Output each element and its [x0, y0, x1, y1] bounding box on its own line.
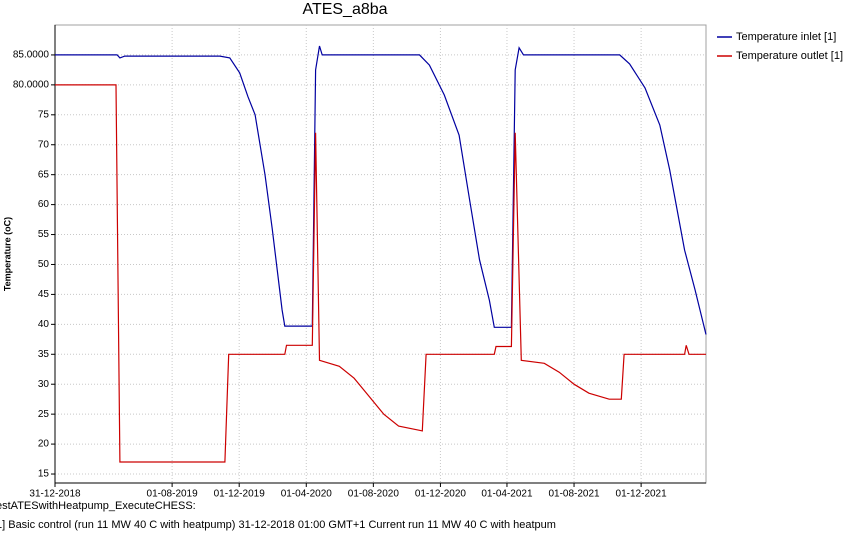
x-tick-label: 01-08-2020: [348, 489, 400, 500]
x-tick-label: 31-12-2018: [29, 489, 81, 500]
x-tick-label: 01-04-2021: [481, 489, 533, 500]
y-tick-label: 35: [38, 349, 50, 360]
y-tick-label: 80.0000: [13, 80, 50, 91]
y-tick-label: 55: [38, 229, 50, 240]
y-tick-label: 25: [38, 409, 50, 420]
y-tick-label: 50: [38, 259, 50, 270]
legend-label: Temperature outlet [1]: [736, 50, 843, 62]
x-tick-label: 01-04-2020: [281, 489, 333, 500]
y-tick-label: 30: [38, 379, 50, 390]
footer-line: 1] Basic control (run 11 MW 40 C with he…: [0, 519, 556, 531]
y-tick-label: 75: [38, 109, 50, 120]
y-tick-label: 20: [38, 439, 50, 450]
x-tick-label: 01-12-2021: [616, 489, 668, 500]
y-tick-label: 65: [38, 169, 50, 180]
y-tick-label: 15: [38, 469, 50, 480]
legend-label: Temperature inlet [1]: [736, 31, 836, 43]
x-tick-label: 01-12-2020: [415, 489, 467, 500]
y-axis-label: Temperature (oC): [2, 217, 12, 291]
data-line: [55, 45, 707, 335]
x-tick-label: 01-08-2019: [147, 489, 199, 500]
y-tick-label: 45: [38, 289, 50, 300]
y-tick-label: 60: [38, 199, 50, 210]
data-line: [55, 84, 706, 463]
y-tick-label: 70: [38, 139, 50, 150]
x-tick-label: 01-12-2019: [214, 489, 266, 500]
plot-area: [54, 24, 707, 484]
y-tick-label: 85.0000: [13, 50, 50, 61]
y-tick-label: 40: [38, 319, 50, 330]
chart-title: ATES_a8ba: [302, 1, 387, 18]
x-tick-label: 01-08-2021: [548, 489, 600, 500]
footer-line: estATESwithHeatpump_ExecuteCHESS:: [0, 500, 196, 512]
